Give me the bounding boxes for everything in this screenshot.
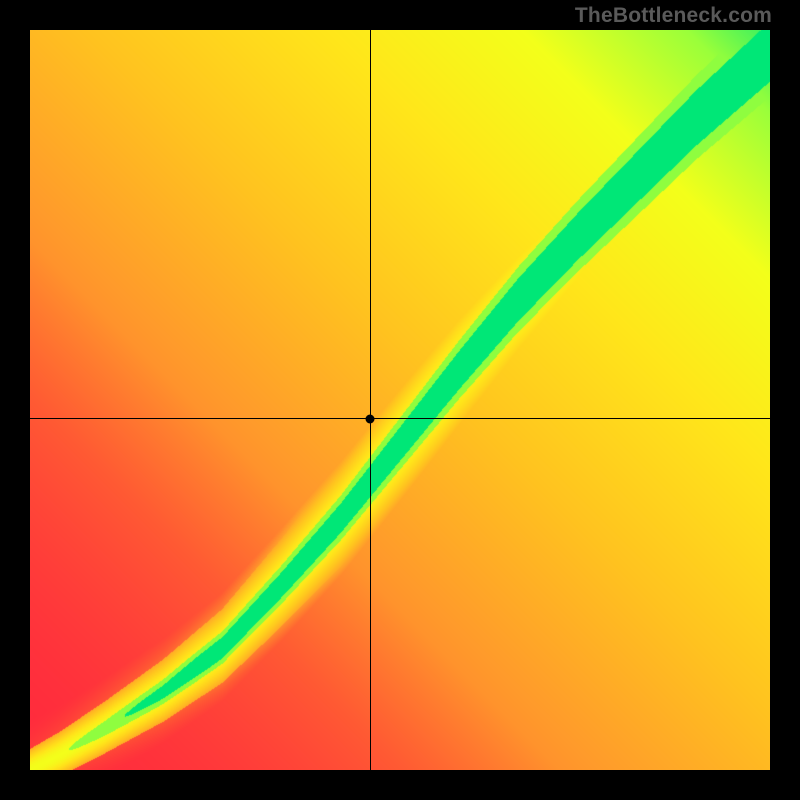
crosshair-horizontal: [30, 418, 770, 419]
marker-dot: [366, 414, 375, 423]
crosshair-vertical: [370, 30, 371, 770]
heatmap-canvas: [30, 30, 770, 770]
watermark-text: TheBottleneck.com: [575, 4, 772, 28]
chart-frame: { "watermark": "TheBottleneck.com", "cha…: [0, 0, 800, 800]
heatmap-plot: [30, 30, 770, 770]
